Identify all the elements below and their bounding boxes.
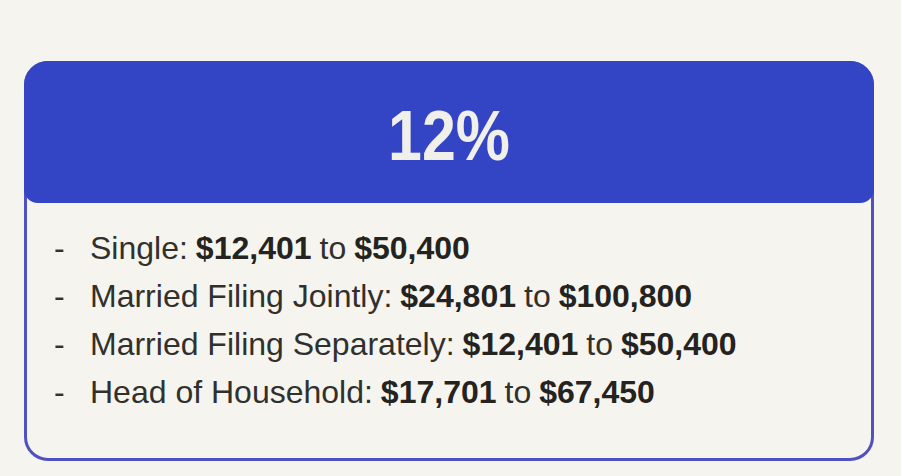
bracket-to-amount: $50,400 <box>354 230 470 267</box>
bracket-row-head-of-household: -Head of Household:$17,701to$67,450 <box>54 368 861 416</box>
bracket-to-amount: $100,800 <box>559 278 692 315</box>
bracket-to-amount: $67,450 <box>539 374 655 411</box>
bracket-label: Married Filing Separately: <box>90 326 455 363</box>
bracket-to-amount: $50,400 <box>621 326 737 363</box>
bracket-label: Single: <box>90 230 188 267</box>
bracket-connector: to <box>320 230 347 267</box>
card-body: -Single:$12,401to$50,400 -Married Filing… <box>27 200 871 458</box>
bracket-from-amount: $17,701 <box>381 374 497 411</box>
bracket-connector: to <box>586 326 613 363</box>
dash-bullet: - <box>54 326 90 363</box>
bracket-from-amount: $12,401 <box>463 326 579 363</box>
bracket-label: Head of Household: <box>90 374 373 411</box>
bracket-row-married-jointly: -Married Filing Jointly:$24,801to$100,80… <box>54 272 861 320</box>
tax-rate-title: 12% <box>388 96 510 176</box>
bracket-from-amount: $12,401 <box>196 230 312 267</box>
dash-bullet: - <box>54 374 90 411</box>
dash-bullet: - <box>54 230 90 267</box>
card-header: 12% <box>24 61 874 203</box>
bracket-from-amount: $24,801 <box>400 278 516 315</box>
bracket-row-married-separately: -Married Filing Separately:$12,401to$50,… <box>54 320 861 368</box>
bracket-connector: to <box>524 278 551 315</box>
bracket-connector: to <box>505 374 532 411</box>
bracket-label: Married Filing Jointly: <box>90 278 392 315</box>
tax-bracket-card: 12% -Single:$12,401to$50,400 -Married Fi… <box>24 61 874 461</box>
bracket-row-single: -Single:$12,401to$50,400 <box>54 224 861 272</box>
dash-bullet: - <box>54 278 90 315</box>
